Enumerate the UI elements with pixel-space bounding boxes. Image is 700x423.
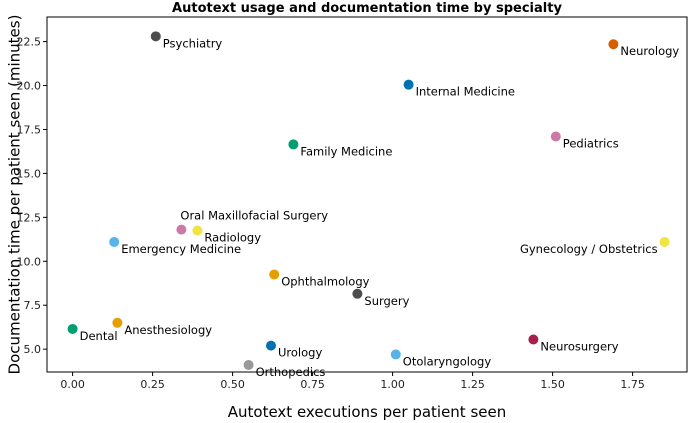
point-urology [266, 340, 276, 351]
point-label-emergency-medicine: Emergency Medicine [121, 242, 241, 256]
point-oral-maxillofacial-surgery [176, 224, 187, 235]
point-neurosurgery [528, 334, 539, 345]
x-axis-title: Autotext executions per patient seen [228, 403, 507, 421]
y-tick-label: 15.0 [17, 167, 42, 180]
x-tick-label: 1.50 [540, 378, 565, 391]
point-psychiatry [150, 31, 161, 42]
y-tick-label: 20.0 [17, 80, 42, 93]
x-tick-label: 0.50 [220, 378, 245, 391]
point-label-gynecology-obstetrics: Gynecology / Obstetrics [520, 242, 658, 256]
point-family-medicine [288, 139, 299, 150]
point-gynecology-obstetrics [659, 236, 670, 247]
point-dental [67, 323, 78, 334]
point-label-neurosurgery: Neurosurgery [540, 339, 618, 353]
point-label-internal-medicine: Internal Medicine [416, 85, 515, 99]
point-label-neurology: Neurology [620, 44, 679, 58]
point-otolaryngology [390, 349, 401, 360]
point-label-radiology: Radiology [204, 231, 261, 245]
point-label-otolaryngology: Otolaryngology [403, 354, 492, 368]
x-axis: 0.00 0.25 0.50 0.75 1.00 1.25 1.50 1.75 [60, 372, 645, 391]
y-tick-label: 17.5 [17, 123, 42, 136]
point-orthopedics [243, 359, 254, 370]
point-label-urology: Urology [278, 346, 322, 360]
y-axis: 5.0 7.5 10.0 12.5 15.0 17.5 20.0 22.5 [17, 36, 47, 356]
point-label-psychiatry: Psychiatry [163, 36, 223, 50]
point-label-family-medicine: Family Medicine [300, 144, 392, 158]
x-tick-label: 1.25 [460, 378, 485, 391]
point-label-ophthalmology: Ophthalmology [281, 274, 369, 288]
y-tick-label: 12.5 [17, 211, 42, 224]
x-tick-label: 0.00 [60, 378, 85, 391]
point-pediatrics [550, 131, 561, 142]
point-label-surgery: Surgery [364, 294, 409, 308]
y-tick-label: 7.5 [24, 299, 42, 312]
data-points: Psychiatry Neurology Internal Medicine Pedi… [67, 31, 679, 379]
x-tick-label: 0.75 [300, 378, 325, 391]
point-ophthalmology [269, 269, 280, 280]
x-tick-label: 1.75 [620, 378, 645, 391]
point-label-dental: Dental [80, 329, 118, 343]
x-tick-label: 1.00 [380, 378, 405, 391]
point-label-orthopedics: Orthopedics [256, 365, 326, 379]
point-label-oral-maxillofacial-surgery: Oral Maxillofacial Surgery [180, 209, 328, 223]
y-tick-label: 5.0 [24, 343, 42, 356]
point-internal-medicine [403, 79, 414, 90]
plot-area [46, 16, 688, 373]
x-tick-label: 0.25 [140, 378, 165, 391]
y-axis-title: Documentation time per patient seen (min… [6, 15, 24, 375]
point-label-anesthesiology: Anesthesiology [124, 323, 212, 337]
point-neurology [608, 39, 619, 50]
y-tick-label: 22.5 [17, 36, 42, 49]
point-radiology [192, 225, 203, 236]
point-emergency-medicine [109, 236, 120, 247]
point-label-pediatrics: Pediatrics [563, 137, 619, 151]
point-anesthesiology [112, 317, 123, 328]
chart-title: Autotext usage and documentation time by… [172, 1, 562, 16]
y-tick-label: 10.0 [17, 255, 42, 268]
point-surgery [352, 288, 363, 299]
